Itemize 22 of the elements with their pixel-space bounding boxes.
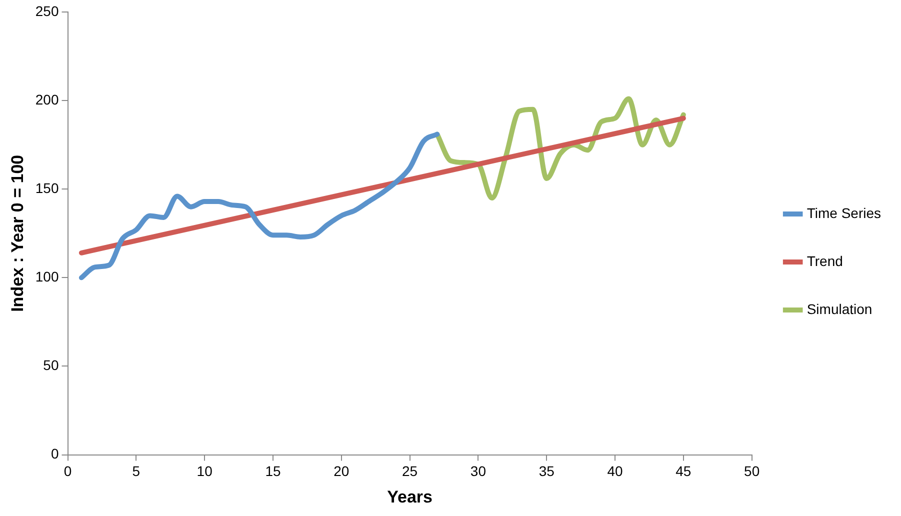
legend-label: Time Series [806, 204, 882, 221]
x-tick-label: 20 [334, 463, 350, 480]
y-tick-label: 100 [35, 268, 59, 285]
x-tick-label: 45 [676, 463, 692, 480]
x-tick-label: 10 [196, 463, 213, 480]
x-tick-label: 40 [607, 463, 624, 480]
x-tick-label: 30 [470, 463, 486, 480]
x-tick-label: 15 [265, 463, 281, 480]
y-tick-label: 150 [35, 180, 59, 196]
y-axis-title: Index : Year 0 = 100 [8, 154, 27, 312]
x-tick-label: 0 [64, 463, 72, 480]
x-axis-title: Years [387, 487, 432, 506]
x-tick-label: 5 [132, 463, 140, 480]
legend-label: Trend [806, 252, 843, 269]
legend-label: Simulation [806, 300, 872, 317]
y-tick-label: 250 [35, 2, 59, 19]
y-tick-label: 200 [35, 91, 59, 108]
x-tick-label: 35 [538, 463, 555, 480]
y-tick-label: 0 [50, 446, 59, 462]
y-tick-label: 50 [43, 357, 59, 374]
x-tick-label: 50 [744, 463, 760, 480]
x-tick-label: 25 [402, 463, 418, 480]
